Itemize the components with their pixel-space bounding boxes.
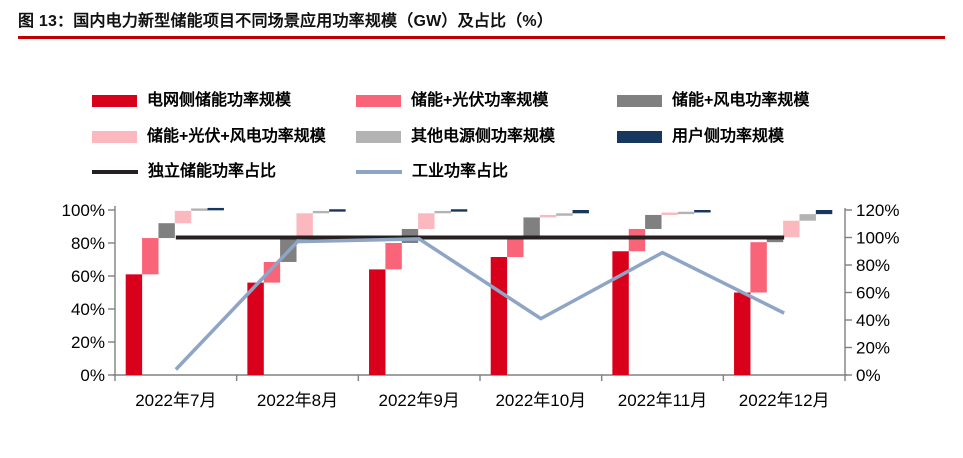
bar-segment [191,208,208,211]
x-axis-month-label: 2022年10月 [495,391,586,410]
legend-label: 独立储能功率占比 [148,163,277,180]
right-axis-tick-label: 40% [856,311,890,330]
bar-segment [539,215,557,218]
legend-item: 电网侧储能功率规模 [92,93,291,109]
bar-segment [677,211,695,215]
bar-segment [434,210,451,214]
right-axis-tick-label: 80% [856,256,890,275]
bar-segment [247,282,264,375]
legend-color-swatch [92,131,137,143]
bar-segment [694,210,711,213]
bar-segment [329,209,346,212]
legend-label: 储能+风电功率规模 [672,92,810,109]
bar-segment [645,214,662,229]
bar-segment [523,217,540,239]
bar-segment [661,212,678,215]
right-axis-tick-label: 120% [856,201,899,220]
left-axis-tick-label: 100% [62,201,105,220]
legend-color-swatch [356,131,401,143]
legend-item: 独立储能功率占比 [92,164,276,180]
legend-item: 储能+风电功率规模 [617,93,809,109]
figure-title: 图 13：国内电力新型储能项目不同场景应用功率规模（GW）及占比（%） [18,13,554,30]
legend-color-swatch [617,131,662,143]
legend-line-swatch [356,170,402,174]
overlay-line [174,237,785,371]
legend-item: 用户侧功率规模 [617,129,784,145]
bar-segment [815,210,833,215]
bar-segment [507,238,524,258]
legend-label: 储能+光伏+风电功率规模 [147,128,326,145]
title-underline [18,36,945,39]
bar-segment [556,213,573,216]
legend-item: 储能+光伏+风电功率规模 [92,129,326,145]
legend-label: 用户侧功率规模 [672,128,785,145]
right-axis-tick-label: 20% [856,339,890,358]
legend-item: 工业功率占比 [356,164,508,180]
bar-segment [799,214,816,221]
legend-color-swatch [92,95,137,107]
left-axis-tick-label: 40% [71,300,105,319]
x-axis-month-label: 2022年7月 [135,391,216,410]
bar-segment [296,213,313,239]
legend-line-swatch [92,170,138,174]
x-axis-month-label: 2022年11月 [618,391,707,410]
legend-item: 其他电源侧功率规模 [356,129,555,145]
legend-color-swatch [356,95,401,107]
chart-legend: 电网侧储能功率规模 储能+光伏功率规模 储能+风电功率规模储能+光伏+风电功率规模 其… [0,0,963,190]
bar-segment [766,237,784,243]
bar-segment [174,210,192,224]
right-axis-tick-label: 0% [856,366,881,385]
x-axis-month-label: 2022年8月 [257,391,338,410]
x-axis-month-label: 2022年9月 [379,391,460,410]
bar-segment [369,269,386,375]
left-axis-tick-label: 20% [71,333,105,352]
bar-segment [490,257,508,375]
bar-segment [572,210,589,214]
bar-segment [783,220,800,238]
bar-segment [450,209,468,212]
legend-color-swatch [617,95,662,107]
bar-segment [158,223,175,239]
left-axis-tick-label: 0% [80,366,105,385]
bar-segment [312,210,330,214]
legend-label: 储能+光伏功率规模 [411,92,549,109]
bar-segment [750,242,767,293]
left-axis-tick-label: 60% [71,267,105,286]
right-axis-tick-label: 100% [856,229,899,248]
legend-item: 储能+光伏功率规模 [356,93,548,109]
bar-segment [612,251,629,375]
right-axis-tick-label: 60% [856,284,890,303]
legend-label: 其他电源侧功率规模 [411,128,556,145]
left-axis-tick-label: 80% [71,234,105,253]
x-axis-month-label: 2022年12月 [739,391,830,410]
bar-segment [207,207,224,211]
legend-label: 工业功率占比 [412,163,509,180]
bar-segment [734,292,751,375]
legend-label: 电网侧储能功率规模 [147,92,292,109]
bar-segment [418,213,435,229]
bar-segment [125,274,143,375]
bar-segment [385,243,402,270]
bar-segment [263,261,281,283]
bar-segment [142,238,159,275]
bar-segment [628,228,646,252]
